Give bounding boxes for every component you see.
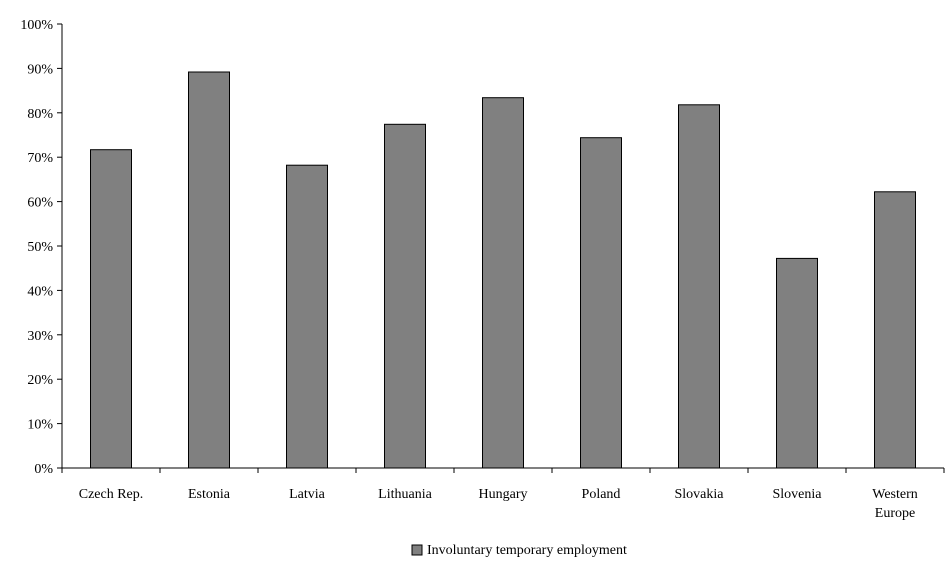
bar-slovenia bbox=[777, 258, 818, 468]
bar-poland bbox=[581, 138, 622, 468]
bar-czech-rep bbox=[91, 150, 132, 468]
legend-label: Involuntary temporary employment bbox=[427, 543, 627, 558]
bar-slovakia bbox=[679, 105, 720, 468]
x-tick-label: Hungary bbox=[479, 487, 528, 502]
legend: Involuntary temporary employment bbox=[412, 543, 627, 558]
x-tick-label: Estonia bbox=[188, 487, 231, 502]
x-tick-label: Czech Rep. bbox=[79, 487, 144, 502]
x-tick-label: Slovakia bbox=[675, 487, 725, 502]
y-tick-label: 100% bbox=[20, 18, 53, 33]
bar-estonia bbox=[189, 72, 230, 468]
y-tick-label: 10% bbox=[27, 418, 53, 433]
bar-hungary bbox=[483, 98, 524, 468]
bars-layer bbox=[91, 72, 916, 468]
legend-swatch bbox=[412, 545, 422, 555]
x-tick-label: Poland bbox=[582, 487, 621, 502]
y-tick-label: 90% bbox=[27, 62, 53, 77]
x-tick-label: Lithuania bbox=[378, 487, 432, 502]
bar-latvia bbox=[287, 165, 328, 468]
bar-western-europe bbox=[875, 192, 916, 468]
x-tick-label: Slovenia bbox=[773, 487, 823, 502]
y-tick-label: 0% bbox=[34, 462, 53, 477]
y-tick-label: 60% bbox=[27, 196, 53, 211]
y-tick-label: 20% bbox=[27, 373, 53, 388]
y-tick-label: 70% bbox=[27, 151, 53, 166]
y-tick-label: 80% bbox=[27, 107, 53, 122]
bar-lithuania bbox=[385, 124, 426, 468]
x-tick-label: Latvia bbox=[289, 487, 326, 502]
y-tick-label: 40% bbox=[27, 284, 53, 299]
x-tick-label: Western Europe bbox=[872, 487, 918, 521]
y-tick-label: 50% bbox=[27, 240, 53, 255]
y-tick-label: 30% bbox=[27, 329, 53, 344]
